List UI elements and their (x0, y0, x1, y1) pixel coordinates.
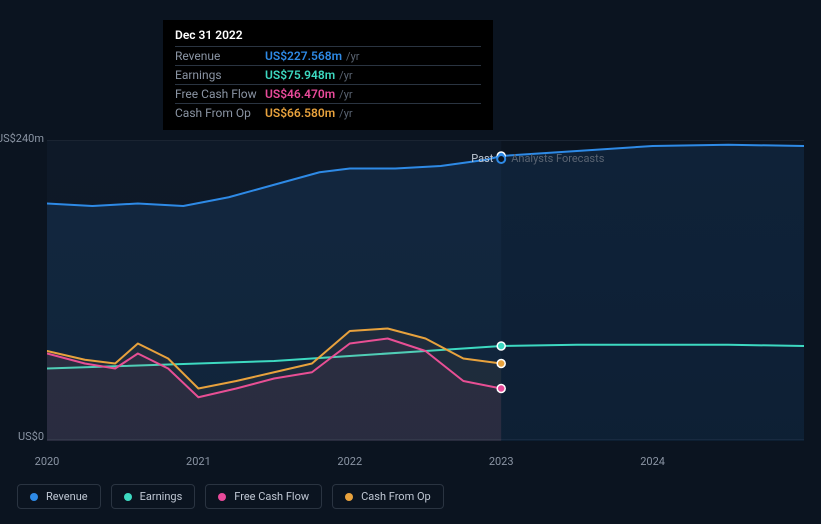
legend-label: Earnings (140, 490, 183, 503)
legend-label: Revenue (46, 490, 88, 503)
plot-area[interactable] (47, 140, 804, 440)
x-axis-tick-label: 2023 (489, 455, 514, 468)
legend-dot-icon (30, 493, 38, 501)
legend-item[interactable]: Cash From Op (332, 484, 444, 509)
tooltip-metric-label: Revenue (175, 49, 265, 63)
legend-dot-icon (124, 493, 132, 501)
tooltip-metric-unit: /yr (339, 69, 352, 82)
tooltip-metric-label: Free Cash Flow (175, 87, 265, 101)
y-axis-max-label: US$240m (0, 132, 44, 145)
tooltip-metric-unit: /yr (346, 50, 359, 63)
x-axis-tick-label: 2021 (186, 455, 211, 468)
tooltip-row: Free Cash FlowUS$46.470m/yr (175, 84, 481, 103)
tooltip-row: RevenueUS$227.568m/yr (175, 46, 481, 65)
tooltip-metric-value: US$75.948m (265, 68, 335, 82)
tooltip-metric-value: US$66.580m (265, 106, 335, 120)
legend-dot-icon (218, 493, 226, 501)
past-label: Past (471, 152, 493, 165)
tooltip-metric-unit: /yr (339, 107, 352, 120)
forecast-label: Analysts Forecasts (511, 152, 604, 165)
tooltip-metric-label: Cash From Op (175, 106, 265, 120)
tooltip-row: EarningsUS$75.948m/yr (175, 65, 481, 84)
x-axis-tick-label: 2020 (35, 455, 60, 468)
legend-item[interactable]: Revenue (17, 484, 101, 509)
x-axis-tick-label: 2022 (337, 455, 362, 468)
tooltip-metric-value: US$227.568m (265, 49, 342, 63)
tooltip-metric-label: Earnings (175, 68, 265, 82)
legend-item[interactable]: Earnings (111, 484, 196, 509)
legend-item[interactable]: Free Cash Flow (205, 484, 322, 509)
legend-dot-icon (345, 493, 353, 501)
tooltip-metric-value: US$46.470m (265, 87, 335, 101)
tooltip-date: Dec 31 2022 (175, 28, 481, 42)
chart-tooltip: Dec 31 2022 RevenueUS$227.568m/yrEarning… (163, 20, 493, 130)
y-axis-min-label: US$0 (18, 430, 44, 443)
x-axis-tick-label: 2024 (640, 455, 665, 468)
legend-label: Cash From Op (361, 490, 431, 503)
tooltip-metric-unit: /yr (339, 88, 352, 101)
legend-label: Free Cash Flow (234, 490, 309, 503)
chart-legend: Revenue Earnings Free Cash Flow Cash From O… (17, 484, 444, 509)
chart-svg (47, 141, 804, 441)
financials-chart: US$240m US$0 20202021202220232024 Past A… (17, 120, 804, 500)
